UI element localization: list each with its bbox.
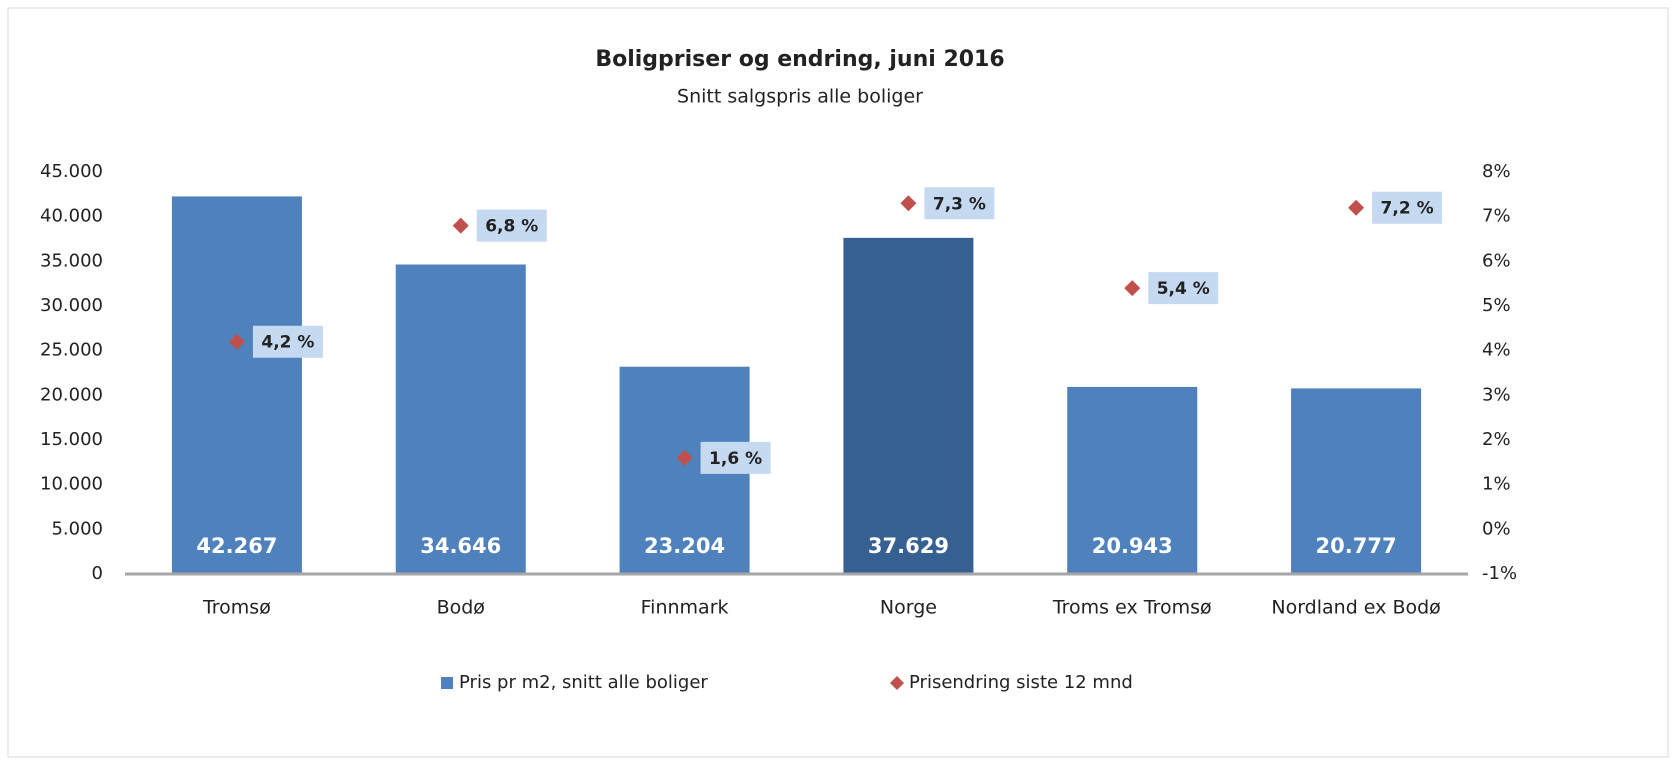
bar-value-label: 20.943 [1092, 534, 1173, 558]
y2-tick-label: -1% [1482, 563, 1517, 584]
y2-tick-label: 1% [1482, 474, 1511, 495]
y-tick-label: 25.000 [40, 340, 103, 361]
legend-swatch [441, 677, 453, 689]
y-tick-label: 20.000 [40, 384, 103, 405]
x-tick-label: Norge [880, 597, 937, 619]
y-tick-label: 45.000 [40, 161, 103, 182]
bar-value-label: 37.629 [868, 534, 949, 558]
diamond-marker [228, 333, 245, 350]
y-tick-label: 30.000 [40, 295, 103, 316]
y2-tick-label: 3% [1482, 384, 1511, 405]
x-tick-label: Finnmark [641, 597, 729, 619]
diamond-marker [1124, 280, 1141, 297]
chart-subtitle: Snitt salgspris alle boliger [677, 86, 923, 108]
legend-label: Pris pr m2, snitt alle boliger [459, 672, 708, 693]
y-tick-label: 35.000 [40, 250, 103, 271]
y2-tick-label: 4% [1482, 340, 1511, 361]
y2-tick-label: 7% [1482, 206, 1511, 227]
chart-title: Boligpriser og endring, juni 2016 [595, 47, 1004, 72]
x-tick-label: Nordland ex Bodø [1271, 597, 1440, 619]
data-label: 4,2 % [261, 333, 314, 353]
y-tick-label: 15.000 [40, 429, 103, 450]
y-tick-label: 0 [92, 563, 103, 584]
bar [1067, 386, 1198, 574]
data-label-box [252, 325, 323, 358]
y2-tick-label: 8% [1482, 161, 1511, 182]
data-label: 5,4 % [1157, 279, 1210, 299]
bar [843, 237, 974, 574]
y2-tick-label: 2% [1482, 429, 1511, 450]
data-label-box [1372, 191, 1443, 224]
legend-swatch [890, 676, 904, 690]
bar [395, 264, 526, 574]
data-label: 7,2 % [1381, 199, 1434, 219]
data-label-box [476, 209, 547, 242]
bar [171, 196, 302, 574]
diamond-marker [1348, 199, 1365, 216]
y-tick-label: 5.000 [51, 518, 103, 539]
bar-value-label: 20.777 [1316, 534, 1397, 558]
bar-value-label: 34.646 [420, 534, 501, 558]
diamond-marker [452, 217, 469, 234]
data-label-box [924, 187, 995, 220]
data-label: 7,3 % [933, 194, 986, 214]
legend-label: Prisendring siste 12 mnd [909, 672, 1133, 693]
y2-tick-label: 0% [1482, 518, 1511, 539]
y2-tick-label: 6% [1482, 250, 1511, 271]
data-label-box [700, 441, 771, 474]
x-tick-label: Troms ex Tromsø [1052, 597, 1212, 619]
data-label-box [1148, 272, 1219, 305]
x-tick-label: Bodø [437, 597, 485, 619]
y-tick-label: 10.000 [40, 474, 103, 495]
y2-tick-label: 5% [1482, 295, 1511, 316]
diamond-marker [676, 449, 693, 466]
y-tick-label: 40.000 [40, 206, 103, 227]
diamond-marker [900, 195, 917, 212]
bar [1291, 388, 1422, 574]
data-label: 6,8 % [485, 217, 538, 237]
bar-value-label: 23.204 [644, 534, 725, 558]
bar-value-label: 42.267 [196, 534, 277, 558]
data-label: 1,6 % [709, 449, 762, 469]
x-tick-label: Tromsø [202, 597, 271, 619]
